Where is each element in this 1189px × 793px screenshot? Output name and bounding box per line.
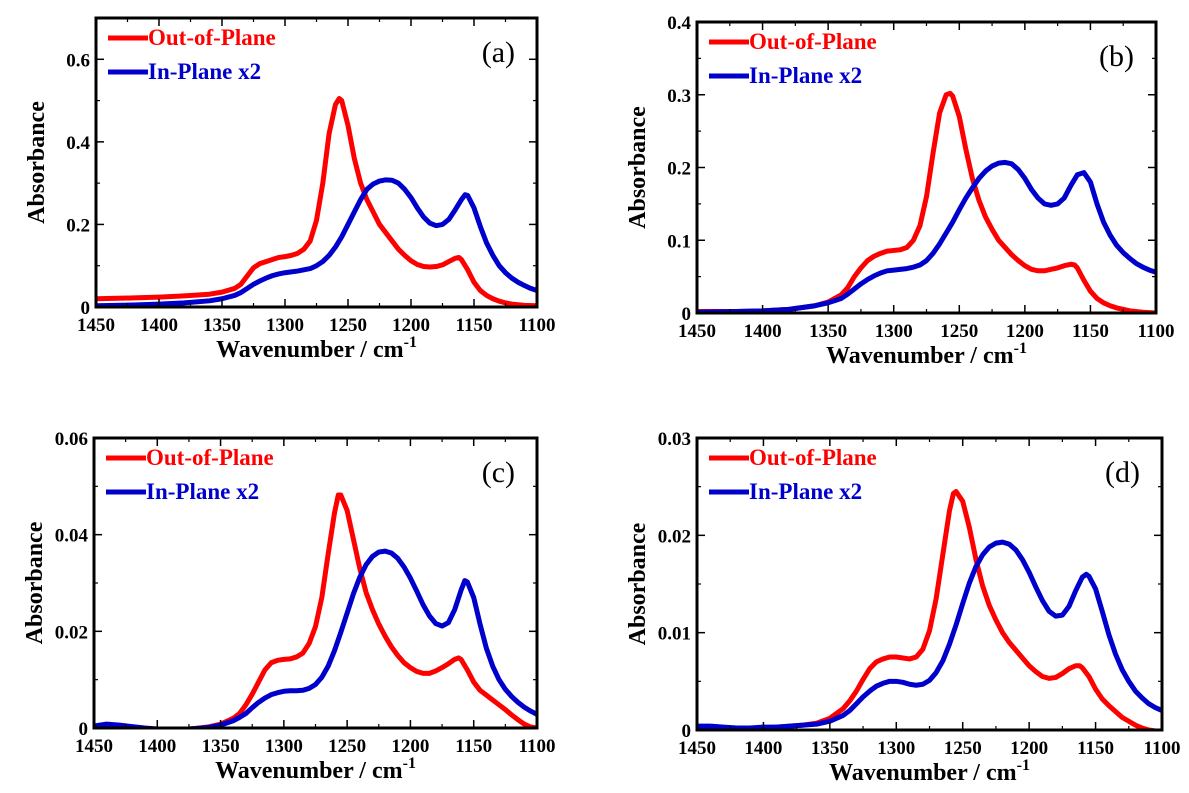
y-tick-label: 0.2	[66, 215, 90, 236]
x-tick-label: 1400	[744, 321, 782, 342]
x-tick-label: 1350	[809, 321, 847, 342]
y-axis-title: Absorbance	[24, 101, 50, 224]
y-tick-label: 0.4	[667, 13, 691, 34]
x-axis-title-sup: -1	[1014, 340, 1027, 357]
x-tick-label: 1450	[77, 315, 115, 336]
x-axis-title: Wavenumber / cm-1	[215, 755, 416, 784]
series-group	[94, 492, 537, 728]
x-tick-label: 1150	[1072, 321, 1109, 342]
x-axis-title-sup: -1	[404, 334, 417, 351]
x-tick-label: 1100	[519, 736, 556, 757]
x-tick-label: 1300	[266, 315, 304, 336]
series-line-out-of-plane	[96, 96, 537, 307]
x-axis-title-text: Wavenumber / cm	[829, 760, 1017, 786]
x-axis-title-text: Wavenumber / cm	[826, 343, 1014, 369]
y-tick-label: 0.1	[667, 231, 691, 252]
x-tick-label: 1250	[944, 738, 982, 759]
y-tick-label: 0	[682, 721, 692, 742]
y-tick-label: 0.06	[55, 429, 88, 450]
x-tick-label: 1400	[138, 736, 176, 757]
panel-d: 1450 1400 1350 1300 1250 1200 1150 1100 0 0.01 0.0…	[625, 429, 1180, 786]
x-tick-label: 1250	[329, 315, 367, 336]
legend-label-out-of-plane: Out-of-Plane	[749, 445, 877, 470]
panel-label: (b)	[1099, 40, 1134, 73]
y-axis-title: Absorbance	[625, 522, 651, 645]
x-tick-label: 1150	[455, 736, 492, 757]
x-tick-label: 1300	[877, 738, 915, 759]
x-tick-label: 1350	[811, 738, 849, 759]
x-axis-title-sup: -1	[403, 755, 416, 772]
panel-a: 1450 1400 1350 1300 1250 1200 1150 1100 0 0.2 0.4 0…	[24, 16, 556, 363]
series-line-in-plane	[697, 539, 1162, 730]
series-line-out-of-plane	[697, 90, 1156, 313]
x-tick-label: 1100	[1138, 321, 1175, 342]
y-tick-label: 0	[79, 719, 89, 740]
y-tick-label: 0.01	[658, 624, 691, 645]
x-tick-label: 1250	[328, 736, 366, 757]
legend-label-out-of-plane: Out-of-Plane	[148, 25, 276, 50]
x-tick-label: 1400	[140, 315, 178, 336]
x-tick-label: 1300	[875, 321, 913, 342]
y-tick-label: 0	[81, 298, 91, 319]
x-tick-label: 1450	[678, 738, 716, 759]
series-group	[96, 96, 537, 307]
x-tick-label: 1200	[391, 736, 429, 757]
series-line-in-plane	[96, 177, 537, 307]
series-line-out-of-plane	[94, 492, 537, 728]
panel-label: (a)	[482, 36, 515, 69]
panel-c: 1450 1400 1350 1300 1250 1200 1150 1100 0 0.02 0.0…	[22, 429, 555, 784]
y-tick-label: 0.02	[658, 526, 691, 547]
legend-label-out-of-plane: Out-of-Plane	[146, 445, 274, 470]
legend-label-out-of-plane: Out-of-Plane	[749, 29, 877, 54]
x-axis-title-sup: -1	[1017, 757, 1030, 774]
series-group	[697, 90, 1156, 313]
x-axis-title: Wavenumber / cm-1	[826, 340, 1027, 369]
y-tick-label: 0.02	[55, 622, 88, 643]
y-tick-label: 0.3	[667, 86, 691, 107]
y-axis-title: Absorbance	[625, 106, 651, 229]
y-tick-label: 0.03	[658, 429, 691, 450]
y-axis-title: Absorbance	[22, 521, 48, 644]
x-tick-label: 1250	[940, 321, 978, 342]
series-group	[697, 489, 1162, 730]
x-tick-label: 1100	[519, 315, 556, 336]
x-axis-title: Wavenumber / cm-1	[829, 757, 1030, 786]
x-tick-label: 1350	[202, 736, 240, 757]
x-tick-label: 1300	[265, 736, 303, 757]
legend-label-in-plane: In-Plane x2	[749, 479, 862, 504]
panel-b: 1450 1400 1350 1300 1250 1200 1150 1100 0 0.1 0.2 0…	[625, 13, 1174, 369]
legend-label-in-plane: In-Plane x2	[148, 59, 261, 84]
panel-label: (d)	[1105, 456, 1140, 489]
x-tick-label: 1450	[678, 321, 716, 342]
x-axis-title-text: Wavenumber / cm	[215, 758, 403, 784]
legend-label-in-plane: In-Plane x2	[749, 63, 862, 88]
x-tick-label: 1200	[1010, 738, 1048, 759]
x-tick-label: 1350	[203, 315, 241, 336]
x-tick-label: 1450	[75, 736, 113, 757]
legend-label-in-plane: In-Plane x2	[146, 479, 259, 504]
x-tick-label: 1400	[744, 738, 782, 759]
series-line-out-of-plane	[697, 489, 1162, 730]
x-axis-title: Wavenumber / cm-1	[216, 334, 417, 363]
x-tick-label: 1200	[1006, 321, 1044, 342]
x-tick-label: 1150	[1077, 738, 1114, 759]
y-tick-label: 0.6	[66, 50, 90, 71]
x-tick-label: 1100	[1144, 738, 1181, 759]
x-tick-label: 1200	[392, 315, 430, 336]
x-tick-label: 1150	[456, 315, 493, 336]
series-line-in-plane	[94, 548, 537, 728]
y-tick-label: 0	[682, 304, 692, 325]
y-tick-label: 0.04	[55, 526, 89, 547]
y-tick-label: 0.4	[66, 133, 90, 154]
x-axis-title-text: Wavenumber / cm	[216, 337, 404, 363]
y-tick-label: 0.2	[667, 159, 691, 180]
series-line-in-plane	[697, 159, 1156, 313]
panel-label: (c)	[482, 456, 515, 489]
